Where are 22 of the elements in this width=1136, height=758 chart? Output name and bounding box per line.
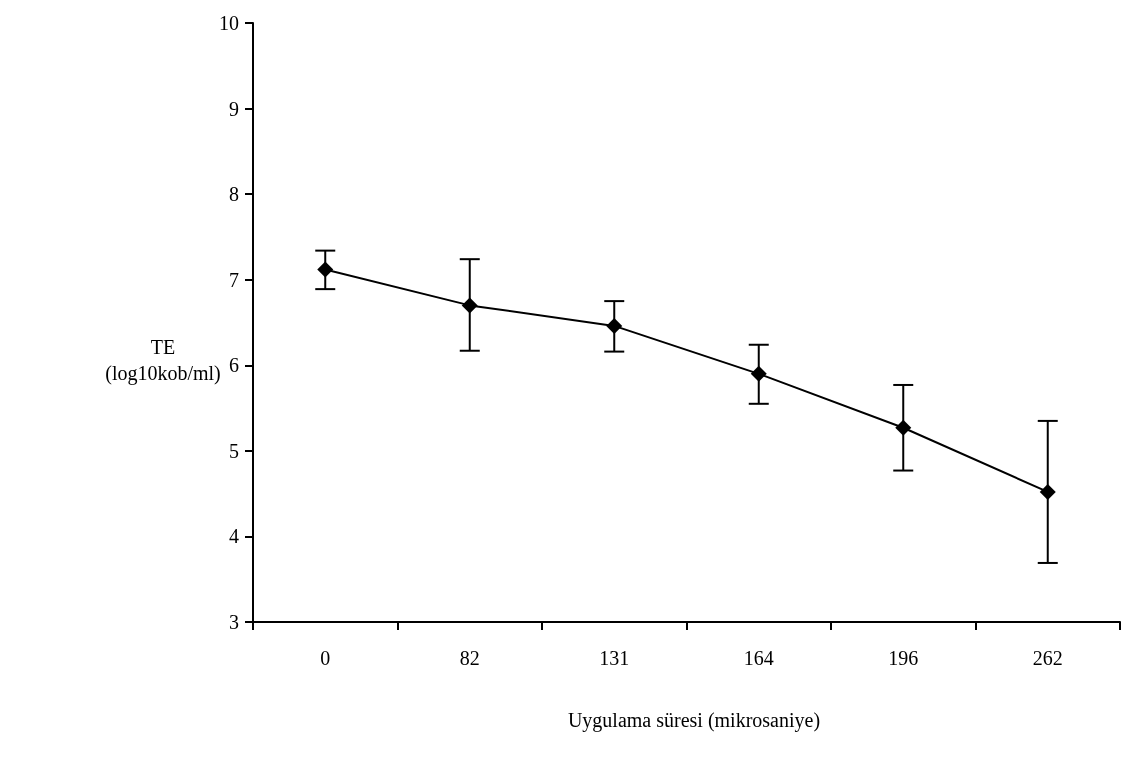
y-tick-label: 5 <box>229 439 239 462</box>
x-tick-label: 164 <box>743 647 774 669</box>
y-tick-label: 10 <box>219 12 239 34</box>
point <box>750 365 767 382</box>
y-tick-label: 8 <box>229 183 239 206</box>
y-axis-title: TE (log10kob/ml) <box>105 336 221 385</box>
x-tick-label: 0 <box>320 647 331 669</box>
y-tick-label: 3 <box>229 611 239 633</box>
y-tick-label: 4 <box>229 525 239 548</box>
point <box>461 297 478 314</box>
x-tick-label: 131 <box>599 647 630 669</box>
y-tick-label: 7 <box>229 268 239 291</box>
x-tick-label: 262 <box>1032 647 1063 669</box>
x-axis-title: Uygulama süresi (mikrosaniye) <box>567 709 821 732</box>
point <box>1039 483 1056 500</box>
y-tick-label: 9 <box>229 97 239 120</box>
x-tick-label: 82 <box>459 647 480 669</box>
point <box>606 317 623 334</box>
y-tick-label: 6 <box>229 354 239 377</box>
x-tick-label: 196 <box>888 647 919 669</box>
point <box>895 419 912 436</box>
point <box>317 261 334 278</box>
